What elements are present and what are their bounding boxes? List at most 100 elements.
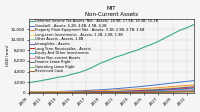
- Deferred Income Tax Assets, Net - Assets: 18.9B, 17.5B, 16.3B, 15.2B: (2.01e+03, 2.35e+03): 18.9B, 17.5B, 16.3B, 15.2B: (2.01e+03, 2…: [42, 80, 44, 81]
- Other Assets - Assets: 1.8B: (2.03e+03, 954): 1.8B: (2.03e+03, 954): [179, 87, 181, 88]
- Other Assets - Assets: 1.8B: (2.02e+03, 464): 1.8B: (2.02e+03, 464): [136, 90, 138, 91]
- Legend: Deferred Income Tax Assets, Net - Assets: 18.9B, 17.5B, 16.3B, 15.2B, Goodwill -: Deferred Income Tax Assets, Net - Assets…: [29, 19, 158, 73]
- Property Plant Equipment Net - Assets: 3.1B, 2.9B, 2.7B, 2.5B: (2.02e+03, 555): 3.1B, 2.9B, 2.7B, 2.5B: (2.02e+03, 555): [121, 89, 124, 90]
- Deferred Income Tax Assets, Net - Assets: 18.9B, 17.5B, 16.3B, 15.2B: (2.02e+03, 7.6e+03): 18.9B, 17.5B, 16.3B, 15.2B: (2.02e+03, 7…: [128, 52, 131, 53]
- Other Non-current Assets: [136, 91, 138, 92]
- Line: Operating Lease Right: Operating Lease Right: [29, 91, 194, 93]
- Property Plant Equipment Net - Assets: 3.1B, 2.9B, 2.7B, 2.5B: (2.02e+03, 260): 3.1B, 2.9B, 2.7B, 2.5B: (2.02e+03, 260): [78, 91, 80, 92]
- Equity And Other Investments: [49, 92, 51, 93]
- Title: MIT
Non-Current Assets: MIT Non-Current Assets: [85, 6, 138, 17]
- Other Non-current Assets: [35, 92, 37, 93]
- Other Assets - Assets: 1.8B: (2.01e+03, 94): 1.8B: (2.01e+03, 94): [56, 92, 59, 93]
- Long-term Investments - Assets: 2.2B, 2.0B, 1.9B: (2.02e+03, 185): 2.2B, 2.0B, 1.9B: (2.02e+03, 185): [78, 91, 80, 92]
- Long-term Investments - Assets: 2.2B, 2.0B, 1.9B: (2.03e+03, 710): 2.2B, 2.0B, 1.9B: (2.03e+03, 710): [150, 88, 152, 90]
- Intangibles - Assets: [85, 91, 88, 93]
- Other Assets - Assets: 1.8B: (2.02e+03, 173): 1.8B: (2.02e+03, 173): [85, 91, 88, 93]
- Long-term Investments - Assets: 2.2B, 2.0B, 1.9B: (2.02e+03, 248): 2.2B, 2.0B, 1.9B: (2.02e+03, 248): [92, 91, 95, 92]
- Restricted Cash: [107, 92, 109, 93]
- Property Plant Equipment Net - Assets: 3.1B, 2.9B, 2.7B, 2.5B: (2.03e+03, 1.05e+03): 3.1B, 2.9B, 2.7B, 2.5B: (2.03e+03, 1.05e…: [164, 86, 167, 88]
- Other Non-current Assets: [157, 91, 160, 92]
- Finance Lease Right: [71, 92, 73, 93]
- Goodwill - Assets: 5.2B, 4.8B, 4.5B, 4.2B: (2.02e+03, 650): 5.2B, 4.8B, 4.5B, 4.2B: (2.02e+03, 650): [107, 89, 109, 90]
- Deferred Income Tax Assets, Net - Assets: 18.9B, 17.5B, 16.3B, 15.2B: (2.03e+03, 9.7e+03): 18.9B, 17.5B, 16.3B, 15.2B: (2.03e+03, 9…: [157, 41, 160, 42]
- Property Plant Equipment Net - Assets: 3.1B, 2.9B, 2.7B, 2.5B: (2.02e+03, 335): 3.1B, 2.9B, 2.7B, 2.5B: (2.02e+03, 335): [92, 90, 95, 92]
- Other Assets - Assets: 1.8B: (2.01e+03, 80): 1.8B: (2.01e+03, 80): [49, 92, 51, 93]
- Long-term Investments - Assets: 2.2B, 2.0B, 1.9B: (2.02e+03, 328): 2.2B, 2.0B, 1.9B: (2.02e+03, 328): [107, 90, 109, 92]
- Property Plant Equipment Net - Assets: 3.1B, 2.9B, 2.7B, 2.5B: (2.01e+03, 100): 3.1B, 2.9B, 2.7B, 2.5B: (2.01e+03, 100): [27, 92, 30, 93]
- Intangibles - Assets: [92, 91, 95, 93]
- Restricted Cash: [100, 92, 102, 93]
- Goodwill - Assets: 5.2B, 4.8B, 4.5B, 4.2B: (2.02e+03, 360): 5.2B, 4.8B, 4.5B, 4.2B: (2.02e+03, 360): [78, 90, 80, 92]
- Restricted Cash: [143, 92, 145, 93]
- Restricted Cash: [172, 92, 174, 93]
- Deferred Income Tax Assets, Net - Assets: 18.9B, 17.5B, 16.3B, 15.2B: (2.02e+03, 4.9e+03): 18.9B, 17.5B, 16.3B, 15.2B: (2.02e+03, 4…: [92, 66, 95, 67]
- Long-term Investments - Assets: 2.2B, 2.0B, 1.9B: (2.01e+03, 100): 2.2B, 2.0B, 1.9B: (2.01e+03, 100): [49, 92, 51, 93]
- Line: Long-term Investments - Assets: 2.2B, 2.0B, 1.9B: Long-term Investments - Assets: 2.2B, 2.…: [29, 86, 194, 92]
- Other Non-current Assets: [150, 91, 152, 92]
- Operating Lease Right: [150, 92, 152, 93]
- Restricted Cash: [164, 92, 167, 93]
- Intangibles - Assets: [157, 89, 160, 90]
- Other Assets - Assets: 1.8B: (2.03e+03, 1.06e+03): 1.8B: (2.03e+03, 1.06e+03): [186, 86, 188, 88]
- Finance Lease Right: [136, 91, 138, 93]
- Intangibles - Assets: [64, 92, 66, 93]
- Equity And Other Investments: [71, 92, 73, 93]
- Long Term Receivables - Assets: [136, 90, 138, 92]
- Long Term Receivables - Assets: [49, 92, 51, 93]
- Finance Lease Right: [157, 91, 160, 92]
- Other Non-current Assets: [179, 90, 181, 91]
- Line: Long Term Receivables - Assets: Long Term Receivables - Assets: [29, 88, 194, 93]
- Intangibles - Assets: [179, 87, 181, 89]
- Property Plant Equipment Net - Assets: 3.1B, 2.9B, 2.7B, 2.5B: (2.01e+03, 175): 3.1B, 2.9B, 2.7B, 2.5B: (2.01e+03, 175): [56, 91, 59, 93]
- Long Term Receivables - Assets: [42, 92, 44, 93]
- Operating Lease Right: [35, 92, 37, 93]
- Other Assets - Assets: 1.8B: (2.02e+03, 267): 1.8B: (2.02e+03, 267): [107, 91, 109, 92]
- Property Plant Equipment Net - Assets: 3.1B, 2.9B, 2.7B, 2.5B: (2.01e+03, 130): 3.1B, 2.9B, 2.7B, 2.5B: (2.01e+03, 130): [42, 91, 44, 93]
- Other Non-current Assets: [49, 92, 51, 93]
- Other Assets - Assets: 1.8B: (2.02e+03, 406): 1.8B: (2.02e+03, 406): [128, 90, 131, 91]
- Finance Lease Right: [56, 92, 59, 93]
- Long Term Receivables - Assets: [114, 91, 116, 92]
- Intangibles - Assets: [186, 87, 188, 88]
- Property Plant Equipment Net - Assets: 3.1B, 2.9B, 2.7B, 2.5B: (2.01e+03, 200): 3.1B, 2.9B, 2.7B, 2.5B: (2.01e+03, 200): [64, 91, 66, 92]
- Restricted Cash: [27, 92, 30, 93]
- Restricted Cash: [42, 92, 44, 93]
- Intangibles - Assets: [56, 92, 59, 93]
- Long Term Receivables - Assets: [172, 89, 174, 90]
- Property Plant Equipment Net - Assets: 3.1B, 2.9B, 2.7B, 2.5B: (2.02e+03, 230): 3.1B, 2.9B, 2.7B, 2.5B: (2.02e+03, 230): [71, 91, 73, 92]
- Goodwill - Assets: 5.2B, 4.8B, 4.5B, 4.2B: (2.01e+03, 270): 5.2B, 4.8B, 4.5B, 4.2B: (2.01e+03, 270): [64, 91, 66, 92]
- Goodwill - Assets: 5.2B, 4.8B, 4.5B, 4.2B: (2.03e+03, 2.15e+03): 5.2B, 4.8B, 4.5B, 4.2B: (2.03e+03, 2.15e…: [186, 81, 188, 82]
- Long-term Investments - Assets: 2.2B, 2.0B, 1.9B: (2.02e+03, 488): 2.2B, 2.0B, 1.9B: (2.02e+03, 488): [128, 89, 131, 91]
- Intangibles - Assets: [193, 86, 196, 87]
- Long-term Investments - Assets: 2.2B, 2.0B, 1.9B: (2.02e+03, 555): 2.2B, 2.0B, 1.9B: (2.02e+03, 555): [136, 89, 138, 90]
- Deferred Income Tax Assets, Net - Assets: 18.9B, 17.5B, 16.3B, 15.2B: (2.02e+03, 8e+03): 18.9B, 17.5B, 16.3B, 15.2B: (2.02e+03, 8…: [136, 50, 138, 51]
- Operating Lease Right: [193, 91, 196, 92]
- Long-term Investments - Assets: 2.2B, 2.0B, 1.9B: (2.01e+03, 85): 2.2B, 2.0B, 1.9B: (2.01e+03, 85): [42, 92, 44, 93]
- Equity And Other Investments: [92, 92, 95, 93]
- Long Term Receivables - Assets: [143, 90, 145, 92]
- Goodwill - Assets: 5.2B, 4.8B, 4.5B, 4.2B: (2.03e+03, 2e+03): 5.2B, 4.8B, 4.5B, 4.2B: (2.03e+03, 2e+03…: [179, 81, 181, 83]
- Deferred Income Tax Assets, Net - Assets: 18.9B, 17.5B, 16.3B, 15.2B: (2.03e+03, 1.04e+04): 18.9B, 17.5B, 16.3B, 15.2B: (2.03e+03, 1…: [164, 37, 167, 38]
- Deferred Income Tax Assets, Net - Assets: 18.9B, 17.5B, 16.3B, 15.2B: (2.01e+03, 1.9e+03): 18.9B, 17.5B, 16.3B, 15.2B: (2.01e+03, 1…: [27, 82, 30, 83]
- Long Term Receivables - Assets: [193, 87, 196, 88]
- Restricted Cash: [186, 91, 188, 93]
- Other Assets - Assets: 1.8B: (2.03e+03, 600): 1.8B: (2.03e+03, 600): [150, 89, 152, 90]
- Deferred Income Tax Assets, Net - Assets: 18.9B, 17.5B, 16.3B, 15.2B: (2.02e+03, 6.1e+03): 18.9B, 17.5B, 16.3B, 15.2B: (2.02e+03, 6…: [107, 60, 109, 61]
- Goodwill - Assets: 5.2B, 4.8B, 4.5B, 4.2B: (2.03e+03, 1.38e+03): 5.2B, 4.8B, 4.5B, 4.2B: (2.03e+03, 1.38e…: [150, 85, 152, 86]
- Other Non-current Assets: [64, 92, 66, 93]
- Goodwill - Assets: 5.2B, 4.8B, 4.5B, 4.2B: (2.03e+03, 1.68e+03): 5.2B, 4.8B, 4.5B, 4.2B: (2.03e+03, 1.68e…: [164, 83, 167, 84]
- Other Non-current Assets: [71, 92, 73, 93]
- Line: Other Non-current Assets: Other Non-current Assets: [29, 90, 194, 93]
- Other Non-current Assets: [100, 92, 102, 93]
- Long Term Receivables - Assets: [64, 92, 66, 93]
- Deferred Income Tax Assets, Net - Assets: 18.9B, 17.5B, 16.3B, 15.2B: (2.01e+03, 2.9e+03): 18.9B, 17.5B, 16.3B, 15.2B: (2.01e+03, 2…: [56, 77, 59, 78]
- Operating Lease Right: [179, 91, 181, 92]
- Restricted Cash: [64, 92, 66, 93]
- Intangibles - Assets: [136, 90, 138, 91]
- Operating Lease Right: [78, 92, 80, 93]
- Intangibles - Assets: [128, 90, 131, 92]
- Restricted Cash: [114, 92, 116, 93]
- Long-term Investments - Assets: 2.2B, 2.0B, 1.9B: (2.02e+03, 285): 2.2B, 2.0B, 1.9B: (2.02e+03, 285): [100, 90, 102, 92]
- Equity And Other Investments: [179, 89, 181, 90]
- Other Non-current Assets: [107, 92, 109, 93]
